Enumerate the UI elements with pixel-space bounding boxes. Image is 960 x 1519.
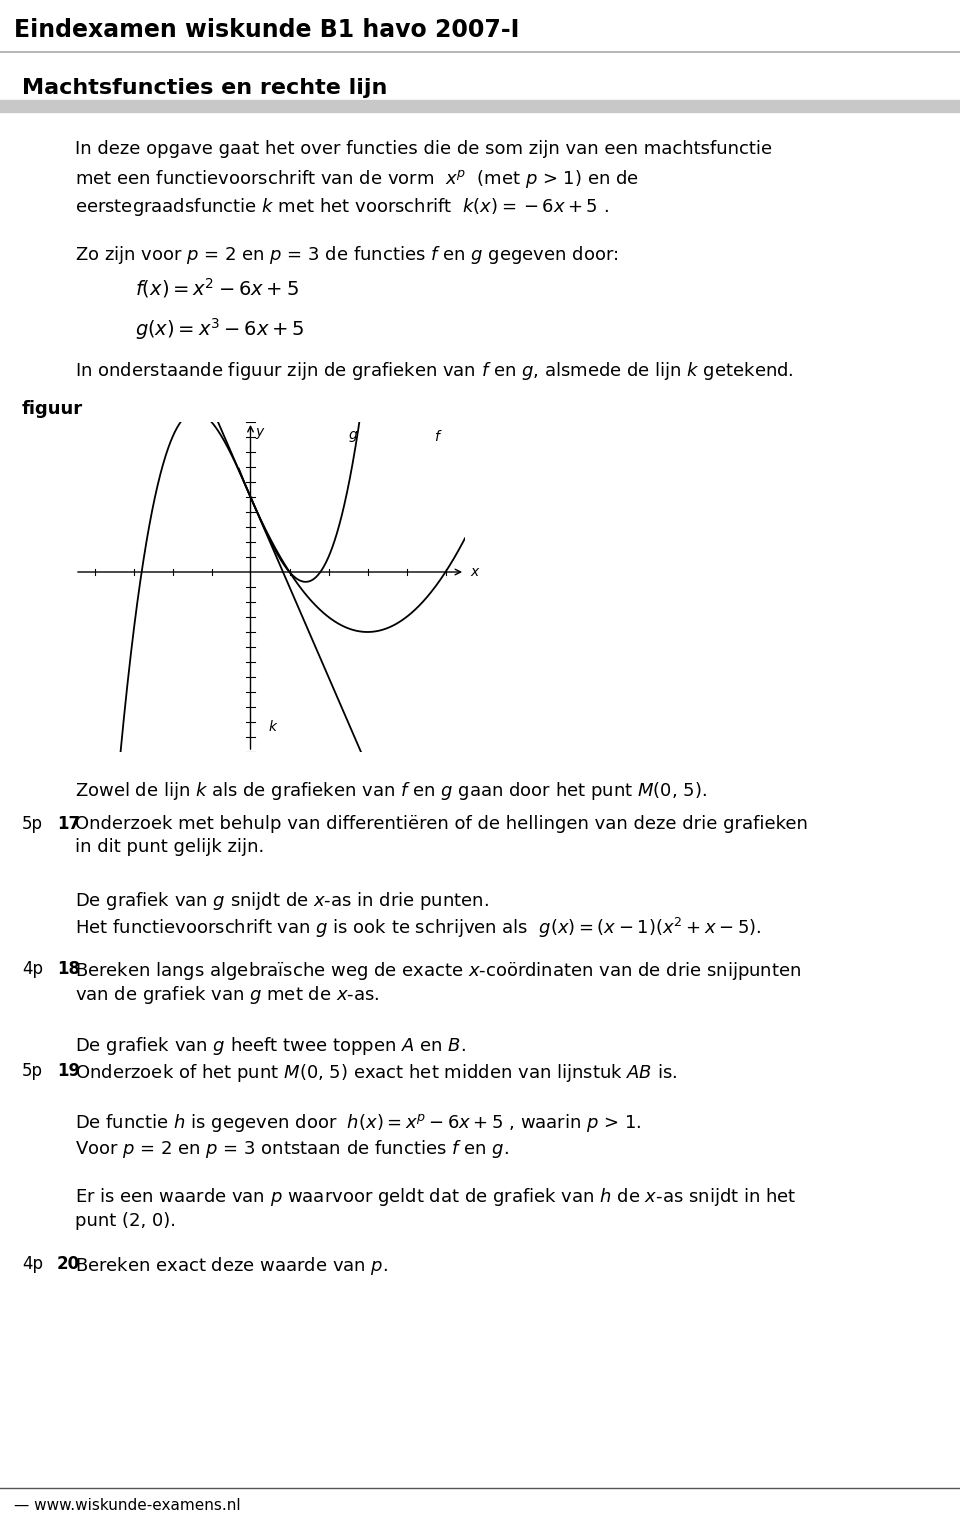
Text: 17: 17 (57, 816, 80, 832)
Text: Machtsfuncties en rechte lijn: Machtsfuncties en rechte lijn (22, 77, 388, 99)
Text: $f$: $f$ (434, 430, 443, 445)
Text: $k$: $k$ (268, 718, 278, 734)
Text: $x$: $x$ (469, 565, 480, 579)
Text: punt (2, 0).: punt (2, 0). (75, 1212, 176, 1230)
Text: van de grafiek van $g$ met de $x$-as.: van de grafiek van $g$ met de $x$-as. (75, 984, 379, 1006)
Text: Eindexamen wiskunde B1 havo 2007-I: Eindexamen wiskunde B1 havo 2007-I (14, 18, 519, 43)
Text: 4p: 4p (22, 1255, 43, 1273)
Text: De functie $h$ is gegeven door  $h(x) = x^p - 6x+5$ , waarin $p$ > 1.: De functie $h$ is gegeven door $h(x) = x… (75, 1112, 641, 1135)
Text: De grafiek van $g$ heeft twee toppen $A$ en $B$.: De grafiek van $g$ heeft twee toppen $A$… (75, 1034, 466, 1057)
Text: 5p: 5p (22, 816, 43, 832)
Text: 20: 20 (57, 1255, 80, 1273)
Text: In deze opgave gaat het over functies die de som zijn van een machtsfunctie: In deze opgave gaat het over functies di… (75, 140, 772, 158)
Text: $g$: $g$ (348, 430, 358, 445)
Bar (0, 100, 960, 112)
Text: figuur: figuur (22, 399, 84, 418)
Text: Onderzoek of het punt $M$(0, 5) exact het midden van lijnstuk $AB$ is.: Onderzoek of het punt $M$(0, 5) exact he… (75, 1062, 677, 1085)
Text: $f(x) = x^2 - 6x + 5$: $f(x) = x^2 - 6x + 5$ (135, 276, 299, 299)
Text: 18: 18 (57, 960, 80, 978)
Text: eerstegraadsfunctie $k$ met het voorschrift  $k(x) = -6x+5$ .: eerstegraadsfunctie $k$ met het voorschr… (75, 196, 609, 219)
Text: Het functievoorschrift van $g$ is ook te schrijven als  $g(x) = (x-1)(x^2+x-5)$.: Het functievoorschrift van $g$ is ook te… (75, 916, 761, 940)
Text: — www.wiskunde-examens.nl: — www.wiskunde-examens.nl (14, 1498, 241, 1513)
Text: Voor $p$ = 2 en $p$ = 3 ontstaan de functies $f$ en $g$.: Voor $p$ = 2 en $p$ = 3 ontstaan de func… (75, 1138, 509, 1161)
Text: 4p: 4p (22, 960, 43, 978)
Text: In onderstaande figuur zijn de grafieken van $f$ en $g$, alsmede de lijn $k$ get: In onderstaande figuur zijn de grafieken… (75, 360, 794, 381)
Text: Bereken exact deze waarde van $p$.: Bereken exact deze waarde van $p$. (75, 1255, 388, 1277)
Text: 19: 19 (57, 1062, 80, 1080)
Text: Er is een waarde van $p$ waarvoor geldt dat de grafiek van $h$ de $x$-as snijdt : Er is een waarde van $p$ waarvoor geldt … (75, 1186, 797, 1208)
Text: Zowel de lijn $k$ als de grafieken van $f$ en $g$ gaan door het punt $M$(0, 5).: Zowel de lijn $k$ als de grafieken van $… (75, 779, 707, 802)
Text: $g(x) = x^3 - 6x + 5$: $g(x) = x^3 - 6x + 5$ (135, 316, 304, 342)
Text: Bereken langs algebraïsche weg de exacte $x$-coördinaten van de drie snijpunten: Bereken langs algebraïsche weg de exacte… (75, 960, 802, 981)
Text: 5p: 5p (22, 1062, 43, 1080)
Text: $y$: $y$ (255, 427, 266, 442)
Text: De grafiek van $g$ snijdt de $x$-as in drie punten.: De grafiek van $g$ snijdt de $x$-as in d… (75, 890, 489, 911)
Text: met een functievoorschrift van de vorm  $x^p$  (met $p$ > 1) en de: met een functievoorschrift van de vorm $… (75, 169, 639, 190)
Text: Zo zijn voor $p$ = 2 en $p$ = 3 de functies $f$ en $g$ gegeven door:: Zo zijn voor $p$ = 2 en $p$ = 3 de funct… (75, 245, 618, 266)
Text: in dit punt gelijk zijn.: in dit punt gelijk zijn. (75, 838, 264, 857)
Text: Onderzoek met behulp van differentiëren of de hellingen van deze drie grafieken: Onderzoek met behulp van differentiëren … (75, 816, 808, 832)
